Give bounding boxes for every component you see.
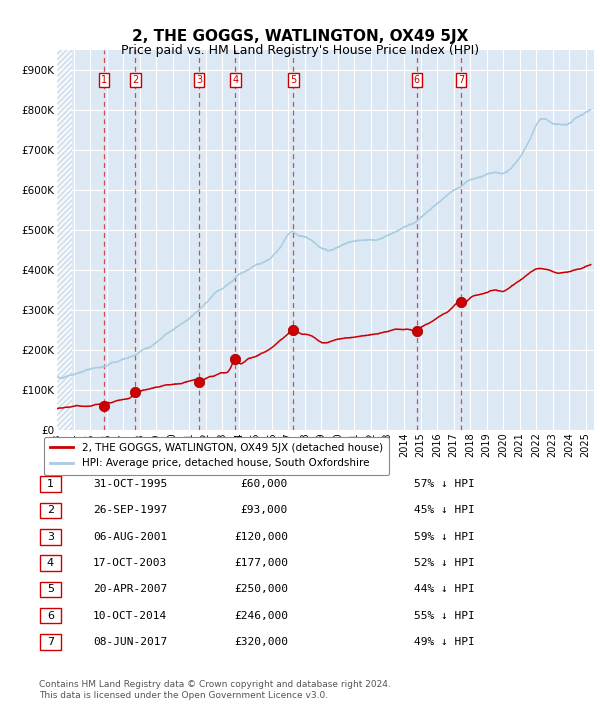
Text: 52% ↓ HPI: 52% ↓ HPI <box>414 558 475 568</box>
Text: 2, THE GOGGS, WATLINGTON, OX49 5JX: 2, THE GOGGS, WATLINGTON, OX49 5JX <box>132 29 468 45</box>
Text: 7: 7 <box>47 637 54 647</box>
Bar <box>40 581 61 597</box>
Text: £250,000: £250,000 <box>234 584 288 594</box>
Text: 55% ↓ HPI: 55% ↓ HPI <box>414 611 475 621</box>
Text: 2: 2 <box>132 75 139 84</box>
Text: 45% ↓ HPI: 45% ↓ HPI <box>414 506 475 515</box>
Text: Price paid vs. HM Land Registry's House Price Index (HPI): Price paid vs. HM Land Registry's House … <box>121 43 479 57</box>
Bar <box>40 608 61 623</box>
Text: Contains HM Land Registry data © Crown copyright and database right 2024.: Contains HM Land Registry data © Crown c… <box>39 679 391 689</box>
Text: 59% ↓ HPI: 59% ↓ HPI <box>414 532 475 542</box>
Text: 6: 6 <box>414 75 420 84</box>
Text: 3: 3 <box>196 75 202 84</box>
Text: 4: 4 <box>232 75 239 84</box>
Text: This data is licensed under the Open Government Licence v3.0.: This data is licensed under the Open Gov… <box>39 691 328 700</box>
Text: 31-OCT-1995: 31-OCT-1995 <box>93 479 167 489</box>
Bar <box>57 50 72 430</box>
Bar <box>40 634 61 650</box>
Text: £93,000: £93,000 <box>241 506 288 515</box>
Text: 3: 3 <box>47 532 54 542</box>
Text: £246,000: £246,000 <box>234 611 288 621</box>
Bar <box>40 476 61 492</box>
Text: 44% ↓ HPI: 44% ↓ HPI <box>414 584 475 594</box>
Text: 57% ↓ HPI: 57% ↓ HPI <box>414 479 475 489</box>
Text: £60,000: £60,000 <box>241 479 288 489</box>
Text: 1: 1 <box>101 75 107 84</box>
Text: 4: 4 <box>47 558 54 568</box>
Text: 49% ↓ HPI: 49% ↓ HPI <box>414 637 475 647</box>
Text: 08-JUN-2017: 08-JUN-2017 <box>93 637 167 647</box>
Text: 20-APR-2007: 20-APR-2007 <box>93 584 167 594</box>
Text: 1: 1 <box>47 479 54 489</box>
Bar <box>40 529 61 545</box>
Bar <box>40 503 61 518</box>
Text: £320,000: £320,000 <box>234 637 288 647</box>
Legend: 2, THE GOGGS, WATLINGTON, OX49 5JX (detached house), HPI: Average price, detache: 2, THE GOGGS, WATLINGTON, OX49 5JX (deta… <box>44 437 389 474</box>
Text: 5: 5 <box>290 75 296 84</box>
Text: 17-OCT-2003: 17-OCT-2003 <box>93 558 167 568</box>
Text: 2: 2 <box>47 506 54 515</box>
Text: 7: 7 <box>458 75 464 84</box>
Text: 06-AUG-2001: 06-AUG-2001 <box>93 532 167 542</box>
Text: 6: 6 <box>47 611 54 621</box>
Text: £177,000: £177,000 <box>234 558 288 568</box>
Bar <box>40 555 61 571</box>
Text: 10-OCT-2014: 10-OCT-2014 <box>93 611 167 621</box>
Text: 26-SEP-1997: 26-SEP-1997 <box>93 506 167 515</box>
Text: £120,000: £120,000 <box>234 532 288 542</box>
Text: 5: 5 <box>47 584 54 594</box>
